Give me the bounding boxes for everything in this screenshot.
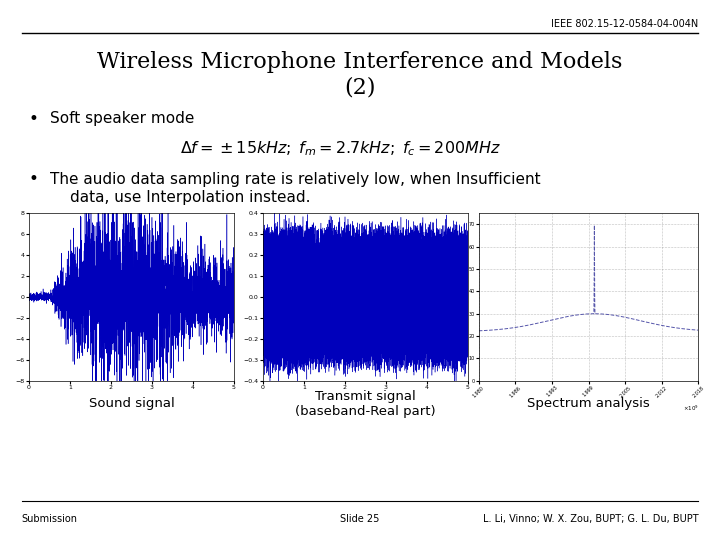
Text: L. Li, Vinno; W. X. Zou, BUPT; G. L. Du, BUPT: L. Li, Vinno; W. X. Zou, BUPT; G. L. Du,… xyxy=(483,515,698,524)
Text: IEEE 802.15-12-0584-04-004N: IEEE 802.15-12-0584-04-004N xyxy=(551,19,698,29)
Text: $\times 10^9$: $\times 10^9$ xyxy=(683,404,698,414)
Text: Sound signal: Sound signal xyxy=(89,397,174,410)
Text: Submission: Submission xyxy=(22,515,78,524)
Text: •: • xyxy=(29,170,39,188)
Text: •: • xyxy=(29,110,39,128)
Text: Spectrum analysis: Spectrum analysis xyxy=(527,397,650,410)
Text: Soft speaker mode: Soft speaker mode xyxy=(50,111,195,126)
Text: Wireless Microphone Interference and Models: Wireless Microphone Interference and Mod… xyxy=(97,51,623,73)
Text: Transmit signal
(baseband-Real part): Transmit signal (baseband-Real part) xyxy=(295,390,436,418)
Text: Slide 25: Slide 25 xyxy=(341,515,379,524)
Text: data, use Interpolation instead.: data, use Interpolation instead. xyxy=(70,190,310,205)
Text: (2): (2) xyxy=(344,77,376,98)
Text: $\Delta f = \pm15kHz;\; f_{m} = 2.7kHz;\; f_{c} = 200MHz$: $\Delta f = \pm15kHz;\; f_{m} = 2.7kHz;\… xyxy=(180,139,501,158)
Text: The audio data sampling rate is relatively low, when Insufficient: The audio data sampling rate is relative… xyxy=(50,172,541,187)
